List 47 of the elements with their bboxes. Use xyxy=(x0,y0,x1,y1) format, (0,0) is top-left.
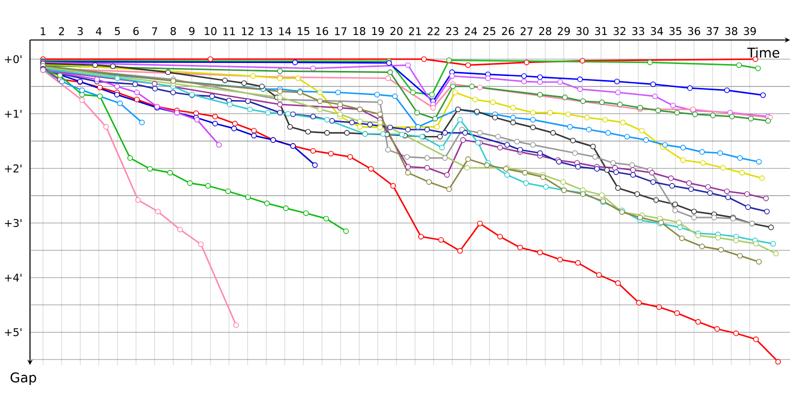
x-tick-label: 8 xyxy=(170,27,176,36)
x-tick-label: 22 xyxy=(428,27,440,36)
x-tick-label: 35 xyxy=(669,27,682,36)
x-tick-label: 2 xyxy=(59,27,64,36)
x-tick-label: 24 xyxy=(464,27,478,36)
x-tick-label: 16 xyxy=(316,27,328,36)
y-axis-title: Gap xyxy=(10,372,36,386)
y-tick-label: +2' xyxy=(4,164,22,172)
y-tick-label: +3' xyxy=(4,218,22,228)
x-tick-label: 34 xyxy=(650,27,664,36)
x-tick-label: 33 xyxy=(632,27,644,36)
x-tick-label: 5 xyxy=(114,27,120,36)
x-tick-label: 6 xyxy=(133,27,139,36)
x-tick-label: 28 xyxy=(539,27,552,36)
x-tick-label: 3 xyxy=(78,27,83,36)
x-tick-label: 11 xyxy=(223,27,235,36)
y-tick-label: +1' xyxy=(4,110,22,118)
x-tick-label: 17 xyxy=(335,27,346,36)
x-tick-label: 30 xyxy=(576,27,589,36)
x-tick-label: 29 xyxy=(558,27,570,36)
x-tick-label: 27 xyxy=(520,27,532,36)
x-tick-label: 18 xyxy=(354,27,366,36)
x-tick-label: 12 xyxy=(242,27,254,36)
x-tick-label: 25 xyxy=(483,27,496,36)
x-tick-label: 20 xyxy=(390,27,403,36)
x-tick-label: 26 xyxy=(502,27,514,36)
x-tick-label: 15 xyxy=(298,27,310,36)
x-tick-label: 32 xyxy=(614,27,626,36)
x-tick-label: 13 xyxy=(260,27,272,36)
x-tick-label: 10 xyxy=(204,27,217,36)
y-tick-label: +4' xyxy=(4,274,22,282)
x-tick-label: 31 xyxy=(595,27,607,36)
x-tick-label: 9 xyxy=(189,27,194,36)
x-tick-label: 37 xyxy=(706,27,718,36)
y-tick-label: +5' xyxy=(4,328,22,336)
x-tick-label: 4 xyxy=(96,27,102,36)
x-tick-label: 39 xyxy=(744,27,756,36)
x-tick-label: 23 xyxy=(446,27,458,36)
x-tick-label: 38 xyxy=(725,27,738,36)
x-tick-label: 21 xyxy=(409,27,421,36)
x-tick-label: 14 xyxy=(279,27,292,36)
x-tick-label: 19 xyxy=(372,27,384,36)
x-tick-label: 36 xyxy=(688,27,700,36)
y-tick-label: +0' xyxy=(4,55,22,64)
x-tick-label: 1 xyxy=(40,27,46,36)
x-tick-label: 7 xyxy=(152,27,158,36)
x-axis-title: Time xyxy=(747,47,780,58)
